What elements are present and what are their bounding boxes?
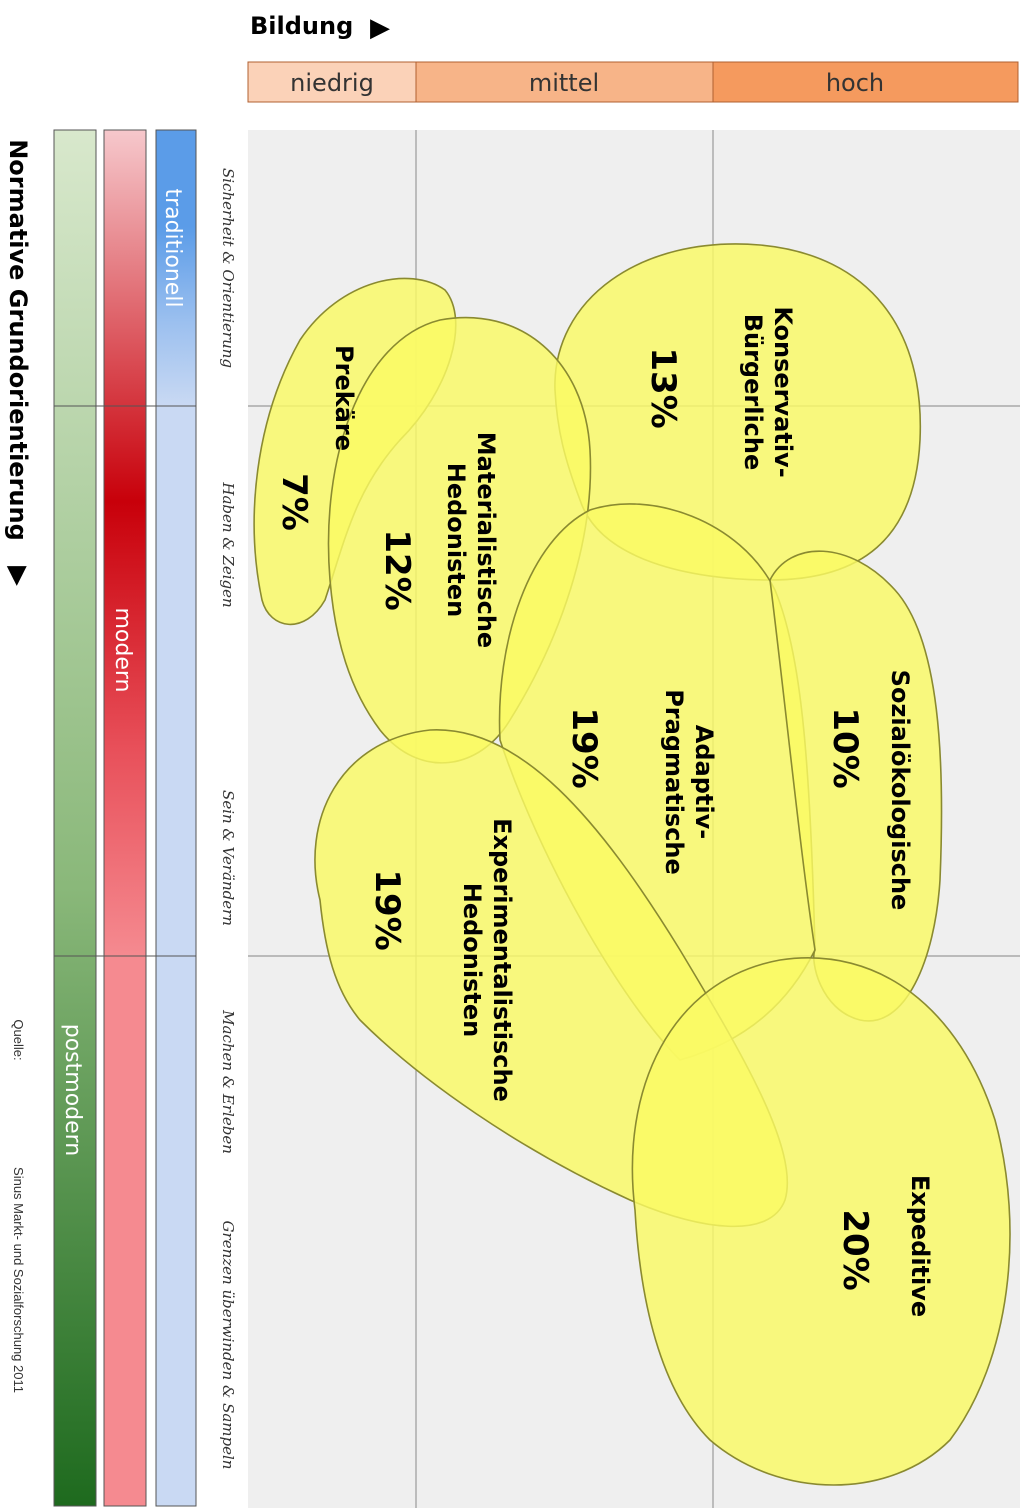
milieu-percent: 12% bbox=[377, 529, 417, 610]
milieu-labels: Konservativ- Bürgerliche 13% Prekäre 7% … bbox=[274, 306, 934, 1317]
source-text: Sinus Markt- und Sozialforschung 2011 bbox=[11, 1167, 26, 1393]
bildung-level-niedrig bbox=[247, 61, 417, 103]
orientation-arrow: ▶ bbox=[3, 566, 33, 586]
milieu-percent: 20% bbox=[835, 1209, 875, 1290]
bar-postmodern bbox=[53, 129, 97, 1507]
milieu-materialistische-hedonisten: Materialistische Hedonisten bbox=[442, 432, 500, 648]
milieu-name-line: Hedonisten bbox=[458, 883, 486, 1037]
value-label: Grenzen überwinden & Sampeln bbox=[219, 1221, 237, 1470]
milieu-name-line: Materialistische bbox=[472, 432, 500, 648]
orientation-bars: traditionell modern postmodern bbox=[53, 129, 197, 1507]
bildung-level-label: niedrig bbox=[290, 69, 374, 97]
bildung-arrow-icon: ▶ bbox=[370, 13, 390, 43]
bar-traditionell bbox=[155, 129, 197, 407]
milieu-percent-expeditive: 20% bbox=[835, 1209, 875, 1290]
milieu-percent-adaptiv: 19% bbox=[564, 707, 604, 788]
bildung-level-hoch bbox=[712, 61, 1019, 103]
milieu-name-line: Expeditive bbox=[906, 1175, 934, 1317]
milieu-blobs bbox=[253, 243, 1011, 1486]
milieu-percent-materialistische: 12% bbox=[377, 529, 417, 610]
value-label: Sicherheit & Orientierung bbox=[219, 168, 237, 368]
milieu-name-line: Adaptiv- bbox=[690, 725, 718, 839]
orientation-title-text: Normative Grundorientierung bbox=[4, 139, 32, 541]
blob-expeditive bbox=[631, 957, 1011, 1486]
bildung-level-label: mittel bbox=[529, 69, 599, 97]
milieu-prekaere: Prekäre bbox=[330, 345, 358, 451]
value-label: Machen & Erleben bbox=[219, 1009, 237, 1154]
bar-label-postmodern: postmodern bbox=[60, 1024, 85, 1157]
orientation-arrow-icon: ▶ bbox=[3, 566, 33, 586]
milieu-adaptiv-pragmatische: Adaptiv- Pragmatische bbox=[660, 689, 718, 875]
milieu-percent-konservativ: 13% bbox=[643, 347, 683, 428]
milieu-name-line: Sozialökologische bbox=[886, 670, 914, 911]
value-label: Sein & Verändern bbox=[219, 790, 237, 926]
milieu-percent: 19% bbox=[367, 869, 407, 950]
bar-label-traditionell: traditionell bbox=[160, 188, 185, 307]
milieu-sozialoekologische: Sozialökologische bbox=[886, 670, 914, 911]
milieu-percent-prekaere: 7% bbox=[274, 473, 314, 531]
milieu-percent: 19% bbox=[564, 707, 604, 788]
milieu-percent: 7% bbox=[274, 473, 314, 531]
milieu-konservativ-buergerliche: Konservativ- Bürgerliche bbox=[739, 306, 797, 477]
value-labels: Sicherheit & Orientierung Haben & Zeigen… bbox=[219, 168, 237, 1469]
milieu-name-line: Bürgerliche bbox=[739, 314, 767, 471]
bildung-header: Bildung ▶ niedrig mittel hoch bbox=[247, 12, 1019, 103]
milieu-name-line: Konservativ- bbox=[769, 306, 797, 477]
bildung-title: Bildung bbox=[250, 12, 353, 40]
milieu-percent-experimentalistische: 19% bbox=[367, 869, 407, 950]
source-label: Quelle: bbox=[11, 1019, 26, 1060]
milieu-name-line: Hedonisten bbox=[442, 463, 470, 617]
milieu-experimentalistische-hedonisten: Experimentalistische Hedonisten bbox=[458, 818, 516, 1102]
source: Quelle: bbox=[11, 1019, 26, 1060]
milieu-percent: 10% bbox=[825, 707, 865, 788]
bar-modern bbox=[103, 129, 147, 957]
bar-modern-tail bbox=[103, 955, 147, 1507]
source-text-group: Sinus Markt- und Sozialforschung 2011 bbox=[11, 1167, 26, 1393]
milieu-percent: 13% bbox=[643, 347, 683, 428]
milieu-percent-sozialoekologische: 10% bbox=[825, 707, 865, 788]
bar-label-modern: modern bbox=[110, 608, 135, 693]
milieu-name-line: Pragmatische bbox=[660, 689, 688, 875]
orientation-title: Normative Grundorientierung bbox=[4, 139, 32, 541]
bildung-level-label: hoch bbox=[826, 69, 884, 97]
milieu-name-line: Prekäre bbox=[330, 345, 358, 451]
milieu-expeditive: Expeditive bbox=[906, 1175, 934, 1317]
value-label: Haben & Zeigen bbox=[219, 481, 237, 607]
milieu-name-line: Experimentalistische bbox=[488, 818, 516, 1102]
bildung-level-mittel bbox=[415, 61, 714, 103]
blob-sozialoekologische bbox=[769, 550, 943, 1022]
